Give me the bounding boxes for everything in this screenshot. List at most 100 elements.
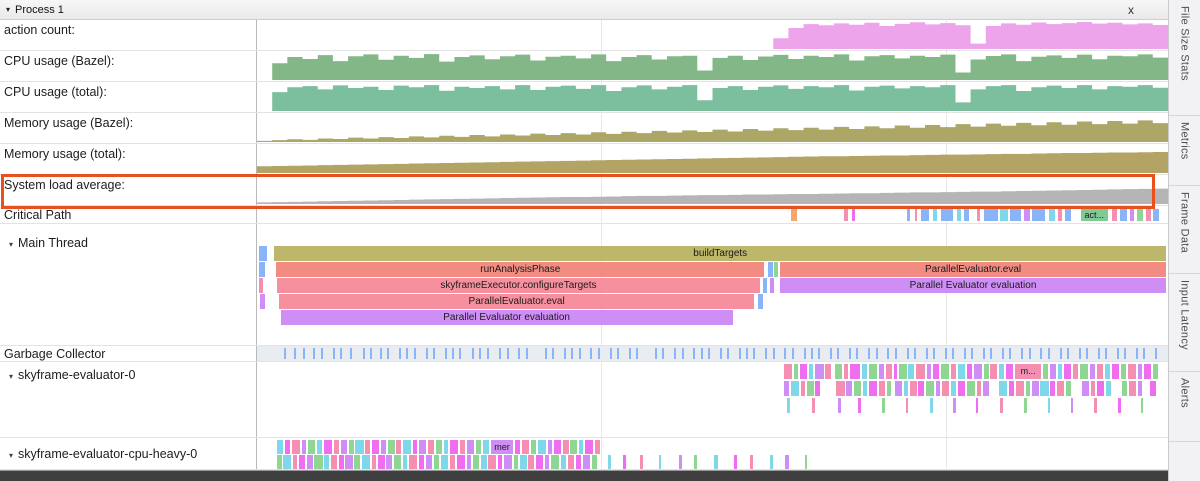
slice[interactable]	[749, 455, 754, 469]
slice[interactable]	[678, 455, 683, 469]
slice[interactable]	[881, 398, 885, 413]
track-label-cpu-usage-total[interactable]: CPU usage (total):	[0, 82, 257, 112]
slice[interactable]	[893, 364, 898, 379]
slice[interactable]	[1111, 364, 1119, 379]
slice[interactable]	[425, 455, 432, 469]
slice[interactable]	[435, 440, 442, 454]
slice[interactable]	[921, 209, 930, 221]
collapse-arrow-icon[interactable]: ▾	[9, 372, 14, 381]
slice[interactable]	[758, 294, 763, 309]
slice[interactable]	[941, 209, 953, 221]
slice[interactable]	[283, 455, 291, 469]
slice[interactable]	[846, 381, 852, 396]
slice[interactable]	[1065, 381, 1071, 396]
slice[interactable]	[1137, 381, 1143, 396]
track-chart-cpu-usage-bazel[interactable]	[257, 51, 1168, 81]
slice[interactable]	[419, 440, 427, 454]
slice[interactable]	[658, 455, 662, 469]
slice[interactable]	[594, 440, 601, 454]
slice[interactable]	[886, 381, 892, 396]
slice[interactable]	[584, 440, 594, 454]
slice[interactable]	[973, 364, 983, 379]
slice[interactable]	[1119, 209, 1127, 221]
slice[interactable]	[456, 455, 465, 469]
slice[interactable]	[570, 440, 577, 454]
slice[interactable]	[388, 440, 395, 454]
side-tab-input-latency[interactable]: Input Latency	[1169, 274, 1200, 372]
slice[interactable]	[966, 381, 975, 396]
slice[interactable]	[428, 440, 434, 454]
slice[interactable]	[694, 455, 697, 469]
slice[interactable]	[1149, 381, 1157, 396]
slice[interactable]	[925, 381, 934, 396]
slice[interactable]	[714, 455, 718, 469]
slice[interactable]	[1064, 364, 1072, 379]
slice[interactable]	[958, 381, 965, 396]
track-label-action-count[interactable]: action count:	[0, 20, 257, 50]
process-header[interactable]: ▾ Process 1 x	[0, 0, 1168, 20]
slice[interactable]	[1146, 209, 1151, 221]
slice[interactable]	[520, 455, 527, 469]
slice[interactable]	[338, 455, 344, 469]
slice[interactable]	[804, 455, 808, 469]
slice[interactable]	[825, 364, 831, 379]
slice[interactable]	[277, 455, 282, 469]
slice[interactable]	[292, 455, 298, 469]
slice[interactable]	[361, 455, 370, 469]
slice[interactable]	[903, 381, 909, 396]
collapse-arrow-icon[interactable]: ▾	[9, 240, 14, 249]
track-chart-memory-usage-bazel[interactable]	[257, 113, 1168, 143]
slice[interactable]	[1153, 209, 1159, 221]
track-label-skyframe-evaluator-0[interactable]: ▾ skyframe-evaluator-0	[0, 362, 257, 437]
slice[interactable]	[623, 455, 626, 469]
slice[interactable]	[953, 398, 956, 413]
slice[interactable]	[976, 381, 982, 396]
slice[interactable]	[1079, 364, 1088, 379]
slice[interactable]	[531, 440, 536, 454]
slice[interactable]	[1094, 398, 1097, 413]
track-chart-memory-usage-total[interactable]	[257, 144, 1168, 174]
slice[interactable]	[999, 381, 1007, 396]
slice[interactable]	[1073, 364, 1078, 379]
slice[interactable]	[258, 262, 266, 277]
slice[interactable]	[1057, 364, 1063, 379]
slice[interactable]	[894, 381, 902, 396]
slice[interactable]	[785, 455, 790, 469]
slice[interactable]	[899, 364, 907, 379]
collapse-arrow-icon[interactable]: ▾	[9, 451, 14, 460]
track-label-skyframe-evaluator-cpu-heavy-0[interactable]: ▾ skyframe-evaluator-cpu-heavy-0	[0, 438, 257, 469]
slice[interactable]	[386, 455, 392, 469]
slice[interactable]	[1010, 209, 1022, 221]
slice[interactable]	[1025, 381, 1031, 396]
slice[interactable]	[514, 440, 521, 454]
track-chart-garbage-collector[interactable]	[257, 346, 1168, 361]
slice[interactable]	[769, 278, 774, 293]
slice[interactable]	[1032, 209, 1045, 221]
slice[interactable]	[298, 455, 306, 469]
slice[interactable]	[258, 278, 264, 293]
slice[interactable]	[277, 440, 284, 454]
slice[interactable]	[1047, 398, 1051, 413]
side-tab-alerts[interactable]: Alerts	[1169, 372, 1200, 442]
slice[interactable]	[1024, 398, 1027, 413]
slice[interactable]	[450, 455, 455, 469]
slice[interactable]	[1096, 364, 1104, 379]
slice[interactable]	[285, 440, 290, 454]
slice[interactable]	[307, 455, 313, 469]
slice[interactable]	[1128, 381, 1137, 396]
slice[interactable]	[915, 364, 925, 379]
slice[interactable]	[482, 440, 490, 454]
slice-parallel-evaluator-evaluation[interactable]: Parallel Evaluator evaluation	[280, 310, 733, 325]
slice[interactable]	[460, 440, 465, 454]
slice[interactable]	[951, 364, 956, 379]
slice[interactable]	[291, 440, 300, 454]
slice[interactable]	[1048, 209, 1056, 221]
slice[interactable]	[918, 381, 924, 396]
slice[interactable]	[983, 364, 989, 379]
slice[interactable]	[998, 364, 1004, 379]
slice[interactable]	[1000, 209, 1008, 221]
slice[interactable]	[365, 440, 370, 454]
slice[interactable]	[930, 398, 933, 413]
slice[interactable]	[396, 440, 401, 454]
slice[interactable]	[843, 364, 849, 379]
